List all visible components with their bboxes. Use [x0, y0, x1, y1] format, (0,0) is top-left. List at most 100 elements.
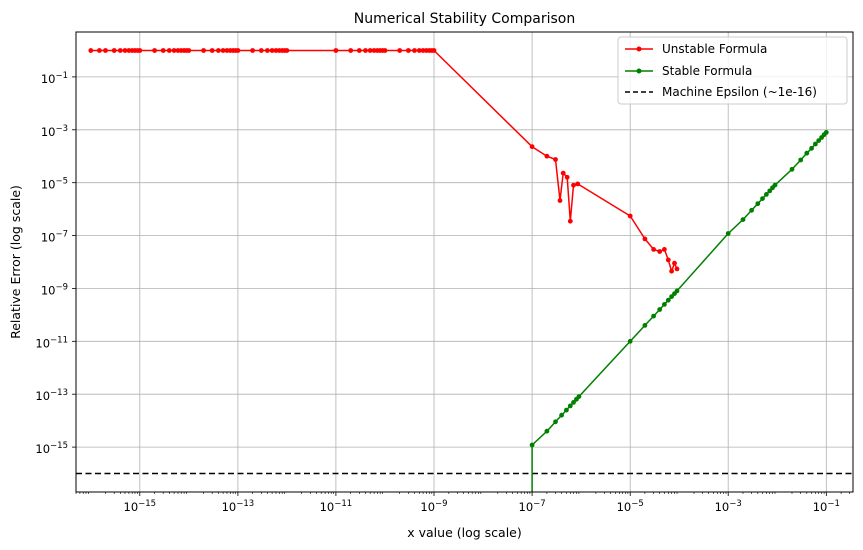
- data-point: [816, 138, 822, 144]
- data-point: [544, 153, 550, 159]
- data-point: [431, 48, 437, 53]
- grid: [76, 32, 853, 492]
- data-point: [406, 48, 411, 53]
- data-point: [216, 48, 221, 53]
- chart-title: Numerical Stability Comparison: [354, 11, 575, 27]
- data-point: [642, 236, 648, 242]
- data-point: [823, 130, 829, 135]
- data-point: [265, 48, 270, 53]
- data-point: [88, 48, 94, 53]
- data-point: [152, 48, 158, 53]
- legend-label-unstable: Unstable Formula: [662, 42, 767, 56]
- data-point: [171, 48, 177, 53]
- data-point: [111, 48, 117, 53]
- series-unstable-formula: [88, 48, 680, 274]
- data-point: [529, 144, 535, 150]
- data-point: [160, 48, 166, 53]
- data-point: [627, 338, 633, 344]
- data-point: [371, 48, 377, 53]
- data-point: [420, 48, 426, 53]
- data-point: [789, 166, 795, 172]
- data-point: [571, 400, 576, 405]
- legend: Unstable Formula Stable Formula Machine …: [617, 36, 848, 105]
- data-point: [553, 419, 558, 425]
- data-point: [651, 247, 656, 252]
- data-point: [662, 247, 667, 252]
- plot-frame: [75, 31, 854, 493]
- data-point: [749, 207, 754, 213]
- data-point: [564, 407, 569, 413]
- data-point: [657, 249, 663, 254]
- data-point: [224, 48, 230, 53]
- data-point: [755, 201, 761, 207]
- data-point: [557, 198, 563, 204]
- data-point: [544, 428, 550, 434]
- legend-box: [617, 36, 848, 105]
- data-point: [363, 48, 368, 53]
- data-point: [627, 213, 633, 219]
- data-point: [798, 157, 804, 163]
- data-point: [412, 48, 417, 53]
- data-point: [674, 288, 680, 294]
- data-point: [674, 266, 680, 272]
- data-point: [567, 403, 573, 409]
- data-point: [560, 170, 566, 176]
- data-point: [567, 218, 573, 224]
- legend-marker-stable: [636, 68, 642, 74]
- data-point: [258, 48, 264, 53]
- series-stable-formula: [529, 130, 829, 492]
- legend-marker-unstable: [636, 46, 642, 52]
- data-point: [397, 48, 403, 53]
- data-point: [166, 48, 172, 53]
- data-point: [772, 182, 778, 188]
- data-point: [559, 412, 564, 418]
- data-point: [348, 48, 354, 53]
- data-point: [665, 297, 671, 303]
- y-axis-label: Relative Error (log scale): [8, 185, 23, 339]
- data-point: [804, 150, 810, 156]
- data-point: [767, 188, 773, 194]
- data-point: [235, 48, 241, 53]
- data-point: [665, 257, 671, 263]
- data-point: [367, 48, 373, 53]
- legend-label-epsilon: Machine Epsilon (~1e-16): [662, 85, 817, 99]
- data-point: [669, 294, 674, 299]
- data-point: [333, 48, 339, 53]
- data-point: [576, 394, 582, 399]
- data-point: [672, 260, 677, 266]
- data-point: [764, 192, 769, 197]
- data-point: [575, 181, 581, 187]
- data-point: [137, 48, 143, 53]
- data-point: [813, 141, 818, 147]
- data-point: [809, 145, 814, 151]
- data-point: [356, 48, 362, 53]
- data-point: [571, 182, 576, 188]
- data-point: [725, 231, 731, 236]
- data-point: [186, 48, 192, 53]
- data-point: [553, 157, 558, 162]
- data-point: [740, 217, 746, 223]
- data-point: [564, 174, 570, 180]
- data-point: [209, 48, 215, 53]
- data-point: [201, 48, 207, 53]
- data-point: [250, 48, 256, 53]
- data-point: [97, 48, 102, 53]
- series: [88, 48, 829, 492]
- data-point: [657, 307, 663, 312]
- legend-label-stable: Stable Formula: [662, 64, 752, 78]
- data-point: [273, 48, 279, 53]
- data-point: [642, 323, 648, 328]
- data-point: [669, 268, 674, 274]
- data-point: [416, 48, 422, 53]
- data-point: [269, 48, 275, 53]
- data-point: [122, 48, 128, 53]
- data-point: [662, 302, 667, 307]
- data-point: [529, 442, 535, 448]
- x-axis-label: x value (log scale): [407, 525, 521, 540]
- data-point: [760, 196, 765, 202]
- data-point: [126, 48, 132, 53]
- data-point: [651, 313, 656, 319]
- data-point: [103, 48, 108, 53]
- data-point: [220, 48, 226, 53]
